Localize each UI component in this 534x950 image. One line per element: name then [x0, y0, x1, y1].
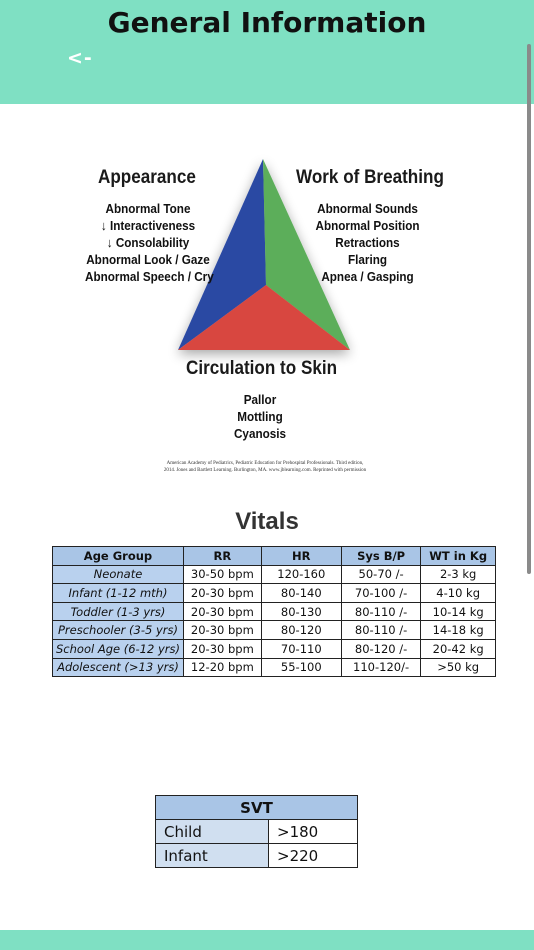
list-item: Retractions: [335, 235, 400, 250]
rr-cell: 20-30 bpm: [182, 601, 262, 622]
weight-cell: 14-18 kg: [420, 620, 496, 640]
column-header: RR: [182, 546, 262, 566]
column-header: HR: [260, 546, 342, 566]
hr-cell: 80-120: [260, 620, 342, 640]
list-item: Mottling: [237, 409, 283, 424]
back-button[interactable]: <-: [67, 47, 93, 69]
table-row: Child >180: [155, 819, 358, 844]
svt-table: SVT Child >180 Infant >220: [155, 795, 358, 868]
citation: American Academy of Pediatrics, Pediatri…: [120, 460, 410, 474]
table-row: Preschooler (3-5 yrs) 20-30 bpm 80-120 8…: [52, 620, 496, 640]
age-group-cell: School Age (6-12 yrs): [52, 638, 184, 659]
bp-cell: 80-120 /-: [340, 638, 422, 659]
svt-header: SVT: [155, 795, 358, 820]
column-header: WT in Kg: [420, 546, 496, 566]
weight-cell: 4-10 kg: [420, 583, 496, 603]
page-title: General Information: [107, 6, 427, 39]
age-group-cell: Adolescent (>13 yrs): [52, 657, 184, 678]
svt-rate-cell: >220: [268, 843, 358, 868]
hr-cell: 120-160: [260, 564, 342, 585]
weight-cell: 10-14 kg: [420, 601, 496, 622]
age-group-cell: Toddler (1-3 yrs): [52, 601, 184, 622]
svt-age-cell: Infant: [155, 843, 269, 868]
rr-cell: 20-30 bpm: [182, 583, 262, 603]
list-item: ↓ Interactiveness: [100, 218, 196, 233]
age-group-cell: Neonate: [52, 564, 184, 585]
table-row: Adolescent (>13 yrs) 12-20 bpm 55-100 11…: [52, 657, 496, 678]
vitals-table: Age Group RR HR Sys B/P WT in Kg Neonate…: [52, 546, 496, 678]
breathing-list: Abnormal Sounds Abnormal Position Retrac…: [300, 200, 435, 285]
list-item: Pallor: [243, 392, 277, 407]
rr-cell: 12-20 bpm: [182, 657, 262, 678]
bp-cell: 80-110 /-: [340, 620, 422, 640]
age-group-cell: Preschooler (3-5 yrs): [52, 620, 184, 640]
column-header: Age Group: [52, 546, 184, 566]
hr-cell: 80-130: [260, 601, 342, 622]
bp-cell: 70-100 /-: [340, 583, 422, 603]
rr-cell: 20-30 bpm: [182, 638, 262, 659]
hr-cell: 80-140: [260, 583, 342, 603]
table-header-row: SVT: [155, 795, 358, 820]
list-item: Abnormal Position: [315, 218, 420, 233]
circulation-list: Pallor Mottling Cyanosis: [200, 391, 320, 442]
weight-cell: >50 kg: [420, 657, 496, 678]
table-row: Infant >220: [155, 843, 358, 868]
weight-cell: 2-3 kg: [420, 564, 496, 585]
table-header-row: Age Group RR HR Sys B/P WT in Kg: [52, 546, 496, 566]
column-header: Sys B/P: [340, 546, 422, 566]
appearance-list: Abnormal Tone ↓ Interactiveness ↓ Consol…: [78, 200, 218, 285]
list-item: Abnormal Look / Gaze: [86, 252, 210, 267]
triangle-red-segment: [178, 285, 350, 350]
list-item: Cyanosis: [233, 426, 287, 441]
bp-cell: 110-120/-: [340, 657, 422, 678]
table-row: School Age (6-12 yrs) 20-30 bpm 70-110 8…: [52, 638, 496, 659]
hr-cell: 70-110: [260, 638, 342, 659]
rr-cell: 30-50 bpm: [182, 564, 262, 585]
citation-line: 2014. Jones and Bartlett Learning. Burli…: [163, 468, 367, 473]
bp-cell: 50-70 /-: [340, 564, 422, 585]
citation-line: American Academy of Pediatrics, Pediatri…: [166, 461, 364, 466]
triangle-blue-segment: [178, 159, 266, 350]
age-group-cell: Infant (1-12 mth): [52, 583, 184, 603]
work-of-breathing-heading: Work of Breathing: [296, 167, 444, 188]
hr-cell: 55-100: [260, 657, 342, 678]
table-row: Infant (1-12 mth) 20-30 bpm 80-140 70-10…: [52, 583, 496, 603]
vitals-title: Vitals: [235, 508, 299, 535]
weight-cell: 20-42 kg: [420, 638, 496, 659]
circulation-heading: Circulation to Skin: [186, 358, 338, 379]
list-item: Abnormal Speech / Cry: [85, 269, 214, 284]
scrollbar[interactable]: [527, 44, 531, 574]
appearance-heading: Appearance: [98, 167, 196, 188]
list-item: Apnea / Gasping: [321, 269, 414, 284]
footer-bar: [0, 930, 534, 950]
rr-cell: 20-30 bpm: [182, 620, 262, 640]
list-item: Abnormal Tone: [105, 201, 191, 216]
list-item: Flaring: [347, 252, 388, 267]
triangle-green-segment: [263, 159, 350, 350]
pediatric-assessment-triangle: Appearance Work of Breathing Circulation…: [0, 104, 534, 484]
svt-rate-cell: >180: [268, 819, 358, 844]
list-item: Abnormal Sounds: [317, 201, 418, 216]
table-row: Neonate 30-50 bpm 120-160 50-70 /- 2-3 k…: [52, 564, 496, 585]
list-item: ↓ Consolability: [106, 235, 190, 250]
header-bar: General Information <-: [0, 0, 534, 104]
triangle-graphic: [178, 159, 350, 350]
svt-age-cell: Child: [155, 819, 269, 844]
bp-cell: 80-110 /-: [340, 601, 422, 622]
table-row: Toddler (1-3 yrs) 20-30 bpm 80-130 80-11…: [52, 601, 496, 622]
